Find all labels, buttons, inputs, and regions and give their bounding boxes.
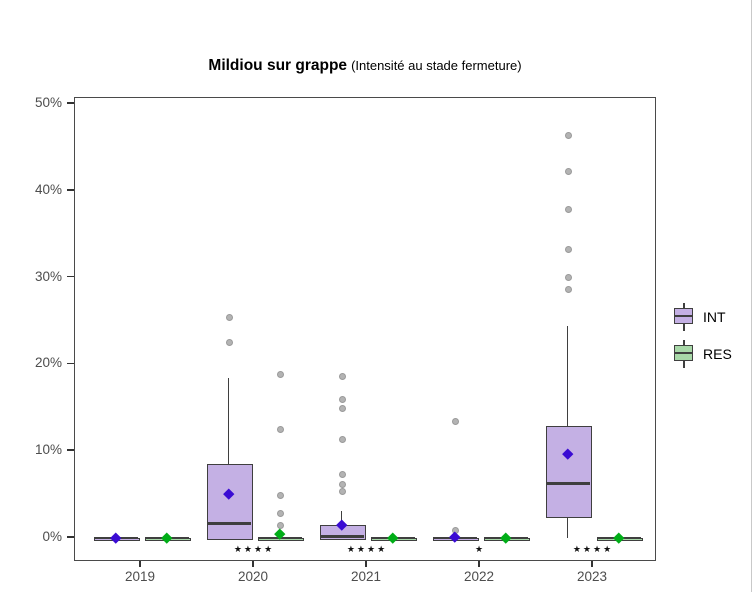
x-tick-label: 2019 — [124, 569, 156, 584]
legend-label-int: INT — [703, 309, 726, 325]
outlier-point — [565, 245, 572, 253]
outlier-point — [277, 370, 284, 378]
significance-stars-2022: ★ — [474, 544, 486, 554]
significance-stars-2020: ★★★★ — [233, 544, 275, 554]
mean-diamond-res — [613, 532, 624, 544]
y-tick-mark — [67, 536, 74, 538]
legend: INT RES — [674, 303, 732, 377]
y-tick-label: 10% — [34, 442, 62, 458]
chart-title: Mildiou sur grappe (Intensité au stade fe… — [74, 57, 656, 79]
plot-panel: ★★★★ ★★★★ ★ ★★★★ — [74, 97, 656, 561]
legend-item-res: RES — [674, 340, 732, 368]
y-tick-label: 40% — [34, 181, 62, 197]
y-tick-mark — [67, 449, 74, 451]
upper-whisker — [340, 511, 343, 525]
y-tick-mark — [67, 362, 74, 365]
y-tick-label: 20% — [34, 355, 62, 371]
outlier-point — [339, 487, 346, 495]
outlier-point — [277, 492, 284, 500]
outlier-point — [339, 405, 346, 413]
y-tick-mark — [67, 275, 74, 278]
y-tick-label: 50% — [34, 95, 62, 110]
legend-key-median-line — [675, 315, 692, 317]
chart-title-subtitle: (Intensité au stade fermeture) — [351, 58, 522, 73]
outlier-point — [339, 471, 346, 479]
x-tick-label: 2023 — [576, 569, 608, 584]
legend-key-box — [674, 308, 693, 324]
outlier-point — [277, 510, 284, 518]
x-tick-mark — [365, 561, 367, 567]
significance-stars-2021: ★★★★ — [346, 544, 388, 554]
y-tick-label: 30% — [34, 268, 62, 284]
outlier-point — [226, 339, 233, 347]
outlier-point — [277, 521, 284, 529]
x-tick-label: 2021 — [350, 569, 382, 584]
legend-key-res-boxplot-glyph — [674, 340, 694, 368]
outlier-point — [565, 131, 572, 139]
upper-whisker — [566, 326, 569, 427]
outlier-point — [277, 426, 284, 434]
outlier-point — [339, 435, 346, 443]
outlier-point — [452, 418, 459, 426]
outlier-point — [565, 274, 572, 282]
outlier-point — [339, 395, 346, 403]
median-line — [319, 534, 364, 538]
y-tick-label: 0% — [42, 529, 62, 544]
y-tick-mark — [67, 102, 74, 104]
chart-title-main: Mildiou sur grappe — [208, 57, 348, 74]
outlier-point — [226, 314, 233, 322]
legend-key-box — [674, 345, 693, 361]
outlier-point — [339, 480, 346, 488]
box-int-2020 — [206, 464, 253, 540]
x-tick-mark — [252, 561, 254, 567]
outlier-point — [339, 373, 346, 381]
x-tick-label: 2022 — [463, 569, 495, 584]
significance-stars-2023: ★★★★ — [572, 544, 614, 554]
lower-whisker — [566, 516, 569, 538]
legend-label-res: RES — [703, 346, 732, 362]
legend-item-int: INT — [674, 303, 732, 331]
median-line — [545, 482, 590, 485]
outlier-point — [565, 168, 572, 176]
mean-diamond-res — [387, 532, 398, 544]
y-tick-mark — [67, 189, 74, 191]
x-tick-label: 2020 — [237, 569, 269, 584]
x-tick-mark — [591, 561, 593, 567]
legend-key-median-line — [675, 352, 692, 354]
box-int-2023 — [545, 426, 592, 519]
legend-key-int-boxplot-glyph — [674, 303, 694, 331]
mean-diamond-res — [500, 532, 511, 544]
outlier-point — [565, 205, 572, 213]
mean-diamond-int — [110, 532, 121, 544]
upper-whisker — [227, 378, 230, 465]
outlier-point — [565, 285, 572, 293]
mean-diamond-res — [161, 532, 172, 544]
x-tick-mark — [139, 561, 141, 567]
median-line — [206, 521, 251, 525]
x-tick-mark — [478, 561, 480, 567]
